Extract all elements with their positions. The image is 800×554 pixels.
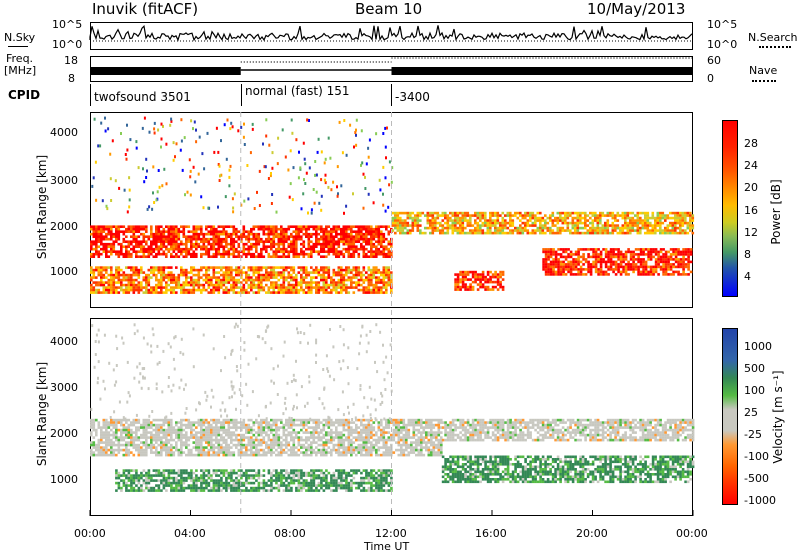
xaxis-label: Time UT (364, 540, 410, 553)
nsearch-legend-line (759, 46, 791, 48)
xtick-0400: 04:00 (174, 527, 206, 540)
power-cbar-tick-4: 4 (744, 270, 751, 283)
power-heatmap-band-1 (90, 266, 393, 294)
nsky-label: N.Sky (4, 31, 36, 44)
date-title: 10/May/2013 (587, 0, 686, 18)
velocity-cbar-tick-neg25: -25 (744, 428, 762, 441)
power-cbar-tick-8: 8 (744, 248, 751, 261)
nsearch-tick-top: 10^5 (707, 18, 738, 31)
power-ytick-3000: 3000 (50, 174, 78, 187)
velocity-cbar-tick-25: 25 (744, 406, 758, 419)
velocity-heatmap-band-3 (441, 418, 695, 442)
nsky-trace (89, 24, 693, 42)
power-ytick-1000: 1000 (50, 265, 78, 278)
power-scatter (91, 116, 394, 215)
nave-tick-bottom: 0 (707, 72, 714, 85)
cpid-segment-3400: -3400 (391, 84, 693, 106)
beam-title: Beam 10 (355, 0, 423, 18)
velocity-cbar-tick-1000: 1000 (744, 340, 772, 353)
cpid-segment-twofsound: twofsound 3501 (90, 84, 241, 106)
power-cbar-tick-24: 24 (744, 159, 758, 172)
nsearch-tick-bottom: 10^0 (707, 38, 738, 51)
nsky-tick-bottom: 10^0 (52, 38, 83, 51)
xtick-0800: 08:00 (274, 527, 306, 540)
radar-title: Inuvik (fitACF) (92, 0, 199, 18)
power-cbar-tick-12: 12 (744, 226, 758, 239)
xtick-2400: 00:00 (676, 527, 708, 540)
nave-tick-top: 60 (707, 54, 721, 67)
power-cbar-tick-28: 28 (744, 137, 758, 150)
power-heatmap-band-0 (90, 225, 393, 258)
freq-band-segment-1 (90, 67, 241, 75)
freq-unit-label: [MHz] (4, 64, 37, 77)
freq-tick-top: 18 (64, 54, 78, 67)
cpid-label: CPID (8, 88, 41, 102)
xtick-0000: 00:00 (74, 527, 106, 540)
power-ytick-2000: 2000 (50, 220, 78, 233)
xtick-1600: 16:00 (475, 527, 507, 540)
power-colorbar (722, 120, 738, 297)
velocity-ytick-1000: 1000 (50, 473, 78, 486)
nave-label: Nave (749, 64, 778, 77)
velocity-cbar-tick-neg100: -100 (744, 450, 769, 463)
velocity-heatmap-band-1 (115, 469, 393, 492)
velocity-ytick-3000: 3000 (50, 381, 78, 394)
nsearch-label: N.Search (748, 31, 798, 44)
freq-label: Freq. (6, 52, 34, 65)
freq-tick-bottom: 8 (68, 72, 75, 85)
velocity-scatter (90, 322, 393, 421)
velocity-ytick-4000: 4000 (50, 335, 78, 348)
power-cbar-tick-16: 16 (744, 204, 758, 217)
xtick-1200: 12:00 (375, 527, 407, 540)
power-ytick-4000: 4000 (50, 126, 78, 139)
velocity-heatmap-band-0 (90, 418, 443, 457)
freq-band-segment-3 (391, 67, 693, 75)
velocity-colorbar (722, 328, 738, 505)
cpid-segment-normal: normal (fast) 151 (241, 84, 391, 106)
velocity-cbar-tick-100: 100 (744, 384, 765, 397)
nave-legend-line (752, 80, 776, 82)
velocity-cbar-tick-neg1000: -1000 (744, 494, 776, 507)
nsky-legend-line (8, 46, 28, 47)
power-heatmap-band-3 (454, 270, 505, 291)
velocity-cbar-tick-neg500: -500 (744, 472, 769, 485)
power-heatmap-band-2 (391, 211, 695, 235)
xtick-2000: 20:00 (576, 527, 608, 540)
velocity-ytick-2000: 2000 (50, 427, 78, 440)
power-heatmap-band-4 (542, 248, 693, 276)
velocity-cbar-tick-500: 500 (744, 362, 765, 375)
nsky-tick-top: 10^5 (52, 18, 83, 31)
power-cbar-tick-20: 20 (744, 181, 758, 194)
velocity-heatmap-band-2 (441, 455, 695, 484)
